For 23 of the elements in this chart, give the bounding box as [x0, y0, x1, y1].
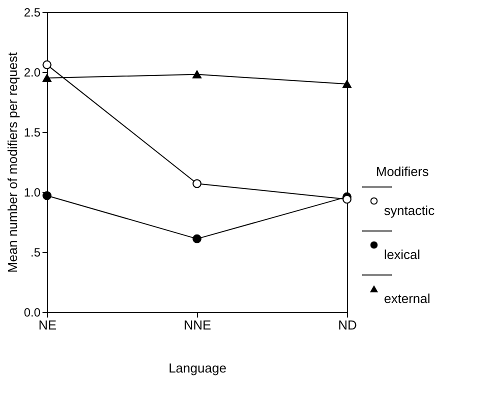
y-axis-title: Mean number of modifiers per request	[4, 52, 20, 273]
point	[192, 70, 202, 78]
point	[342, 80, 352, 88]
point	[42, 191, 52, 200]
y-tick-label: 1.5	[24, 126, 41, 140]
point	[192, 179, 202, 188]
y-tick-label: 1.0	[24, 186, 41, 200]
legend-label: external	[384, 291, 430, 306]
x-tick-label: NE	[38, 318, 57, 332]
point	[192, 234, 202, 244]
y-tick-label: 0.0	[24, 306, 41, 320]
x-tick-label: NNE	[184, 318, 212, 332]
legend-label: syntactic	[384, 203, 436, 218]
point	[342, 194, 352, 204]
x-axis-title: Language	[168, 360, 226, 376]
y-tick-label: 2.0	[24, 66, 41, 80]
y-tick-label: 2.5	[24, 6, 41, 20]
x-tick-label: ND	[338, 318, 357, 332]
point	[42, 74, 52, 82]
point	[42, 60, 52, 70]
y-tick-label: .5	[30, 246, 41, 260]
legend-title: Modifiers	[376, 164, 430, 179]
legend-label: lexical	[384, 247, 420, 262]
